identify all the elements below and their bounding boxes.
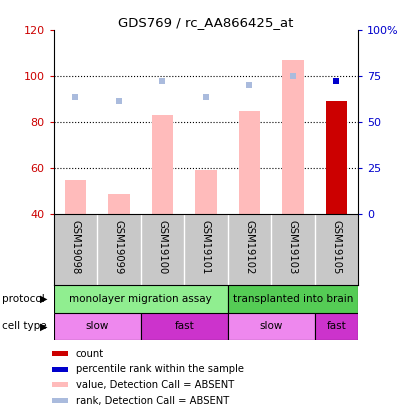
- Text: GSM19100: GSM19100: [158, 220, 168, 274]
- Bar: [315, 313, 358, 340]
- Text: count: count: [76, 349, 104, 358]
- Bar: [195, 171, 217, 214]
- Text: monolayer migration assay: monolayer migration assay: [69, 294, 212, 304]
- Bar: [238, 111, 260, 214]
- Bar: [52, 382, 68, 388]
- Text: transplanted into brain: transplanted into brain: [233, 294, 353, 304]
- Bar: [282, 60, 304, 214]
- Bar: [52, 398, 68, 403]
- Bar: [326, 101, 347, 214]
- Bar: [54, 285, 228, 313]
- Text: GSM19102: GSM19102: [244, 220, 254, 274]
- Text: rank, Detection Call = ABSENT: rank, Detection Call = ABSENT: [76, 396, 229, 405]
- Title: GDS769 / rc_AA866425_at: GDS769 / rc_AA866425_at: [118, 16, 294, 29]
- Bar: [141, 313, 228, 340]
- Text: GSM19098: GSM19098: [70, 220, 80, 274]
- Bar: [228, 313, 315, 340]
- Bar: [52, 367, 68, 372]
- Bar: [52, 351, 68, 356]
- Bar: [228, 285, 358, 313]
- Text: GSM19103: GSM19103: [288, 220, 298, 274]
- Text: percentile rank within the sample: percentile rank within the sample: [76, 364, 244, 374]
- Text: ▶: ▶: [40, 294, 47, 304]
- Text: fast: fast: [327, 322, 346, 331]
- Text: fast: fast: [174, 322, 194, 331]
- Bar: [64, 180, 86, 214]
- Text: cell type: cell type: [2, 322, 47, 331]
- Text: GSM19099: GSM19099: [114, 220, 124, 274]
- Text: GSM19105: GSM19105: [332, 220, 341, 274]
- Text: GSM19101: GSM19101: [201, 220, 211, 274]
- Text: slow: slow: [259, 322, 283, 331]
- Bar: [152, 115, 174, 214]
- Text: value, Detection Call = ABSENT: value, Detection Call = ABSENT: [76, 380, 234, 390]
- Text: ▶: ▶: [40, 322, 47, 331]
- Text: protocol: protocol: [2, 294, 45, 304]
- Text: slow: slow: [86, 322, 109, 331]
- Bar: [108, 194, 130, 214]
- Bar: [54, 313, 141, 340]
